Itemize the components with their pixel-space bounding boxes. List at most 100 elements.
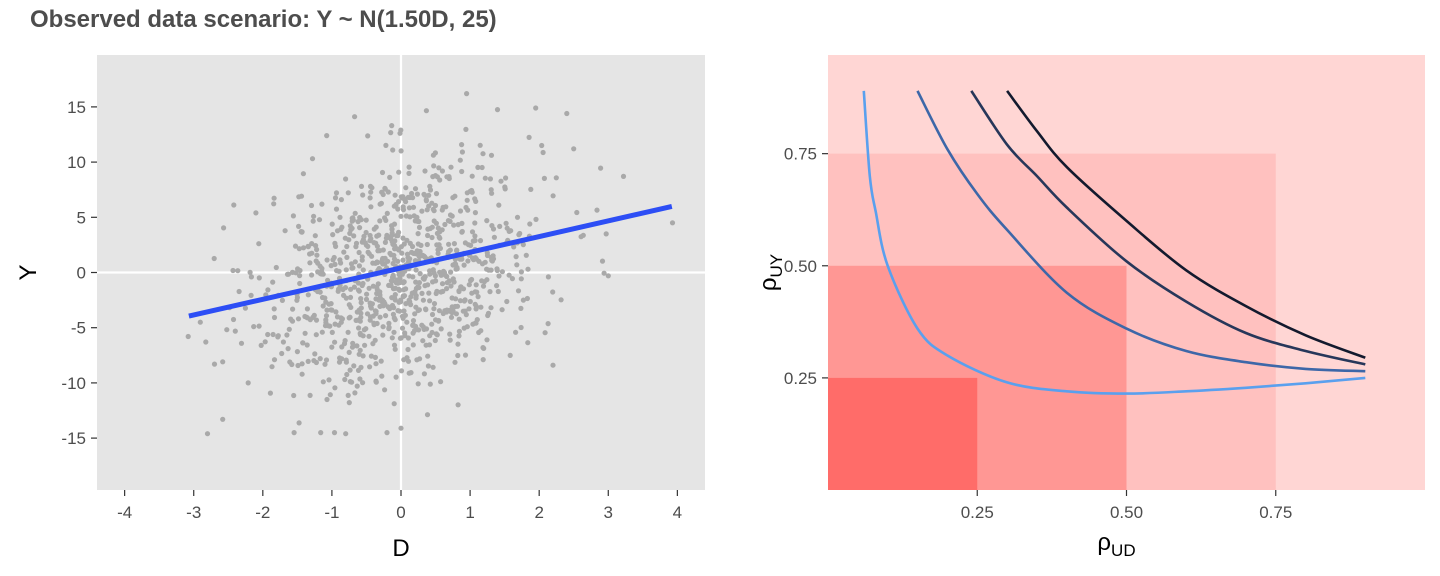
- scatter-point: [332, 195, 339, 201]
- scatter-point: [412, 311, 418, 317]
- scatter-point: [439, 281, 446, 287]
- scatter-point: [464, 197, 470, 203]
- scatter-point: [294, 349, 300, 355]
- scatter-point: [398, 425, 404, 431]
- scatter-point: [391, 252, 397, 258]
- scatter-point: [338, 315, 344, 321]
- scatter-point: [302, 330, 308, 336]
- scatter-point: [267, 390, 273, 396]
- scatter-point: [363, 326, 369, 332]
- scatter-point: [449, 213, 455, 219]
- scatter-point: [432, 337, 438, 344]
- scatter-point: [390, 147, 396, 153]
- scatter-point: [389, 302, 396, 309]
- scatter-point: [310, 218, 316, 224]
- scatter-point: [393, 233, 400, 239]
- scatter-point: [456, 316, 462, 322]
- scatter-point: [338, 197, 344, 203]
- scatter-point: [423, 342, 429, 348]
- scatter-point: [293, 270, 299, 276]
- scatter-x-ticks: -4 -3 -2 -1 0 1 2 3 4: [117, 490, 682, 522]
- scatter-point: [444, 174, 450, 180]
- scatter-point: [383, 142, 389, 148]
- scatter-point: [352, 259, 358, 265]
- scatter-point: [425, 363, 431, 369]
- scatter-point: [364, 311, 371, 317]
- scatter-point: [282, 228, 288, 234]
- scatter-point: [368, 204, 374, 210]
- scatter-point: [413, 295, 419, 301]
- scatter-point: [354, 343, 360, 349]
- scatter-point: [185, 333, 191, 340]
- scatter-point: [391, 342, 398, 348]
- x-tick-label: 0.50: [1110, 503, 1143, 522]
- scatter-point: [320, 303, 326, 309]
- scatter-point: [425, 232, 431, 239]
- scatter-point: [478, 304, 484, 310]
- scatter-point: [427, 298, 433, 304]
- sensitivity-curves: [862, 90, 1366, 395]
- scatter-point: [414, 191, 420, 197]
- scatter-point: [448, 164, 454, 170]
- scatter-point: [391, 401, 397, 407]
- scatter-point: [380, 324, 386, 330]
- scatter-point: [352, 114, 358, 120]
- y-tick-label: 15: [67, 98, 86, 117]
- scatter-point: [456, 333, 462, 339]
- scatter-point: [471, 257, 477, 263]
- scatter-point: [312, 351, 318, 357]
- scatter-point: [365, 133, 371, 139]
- scatter-point: [438, 326, 444, 332]
- scatter-point: [348, 304, 354, 310]
- scatter-point: [427, 225, 433, 232]
- scatter-point: [292, 243, 299, 249]
- scatter-point: [425, 282, 431, 288]
- scatter-point: [377, 303, 383, 309]
- sensitivity-regions: [828, 55, 1425, 490]
- scatter-point: [459, 142, 465, 148]
- scatter-point: [475, 164, 481, 170]
- scatter-point: [518, 305, 524, 311]
- scatter-point: [342, 285, 349, 291]
- scatter-point: [313, 317, 320, 323]
- scatter-point: [410, 195, 416, 201]
- scatter-point: [472, 196, 478, 202]
- scatter-point: [620, 173, 627, 179]
- scatter-point: [423, 198, 429, 204]
- scatter-point: [457, 157, 463, 163]
- scatter-point: [295, 362, 301, 369]
- scatter-point: [304, 315, 310, 321]
- scatter-point: [366, 333, 372, 339]
- scatter-point: [346, 400, 352, 406]
- scatter-point: [431, 218, 437, 224]
- scatter-point: [518, 324, 524, 331]
- scatter-point: [484, 337, 490, 343]
- scatter-point: [319, 271, 325, 277]
- scatter-point: [386, 320, 392, 326]
- scatter-point: [504, 298, 510, 305]
- scatter-point: [273, 264, 279, 271]
- scatter-point: [433, 331, 439, 337]
- scatter-point: [410, 274, 416, 280]
- scatter-point: [350, 340, 356, 346]
- scatter-point: [329, 344, 335, 350]
- scatter-point: [467, 298, 473, 305]
- scatter-point: [558, 297, 564, 303]
- scatter-point: [299, 371, 305, 377]
- scatter-point: [297, 273, 303, 279]
- scatter-point: [388, 282, 394, 289]
- scatter-point: [297, 267, 303, 274]
- scatter-point: [311, 312, 317, 318]
- scatter-point: [351, 363, 357, 369]
- scatter-point: [307, 260, 313, 266]
- x-tick-label: 4: [673, 503, 682, 522]
- scatter-point: [447, 247, 453, 253]
- scatter-point: [379, 373, 385, 379]
- scatter-point: [290, 306, 296, 312]
- x-tick-label: -2: [255, 503, 270, 522]
- scatter-point: [339, 224, 345, 230]
- scatter-point: [489, 223, 495, 229]
- scatter-point: [507, 352, 513, 358]
- scatter-point: [378, 358, 384, 364]
- scatter-point: [514, 214, 521, 220]
